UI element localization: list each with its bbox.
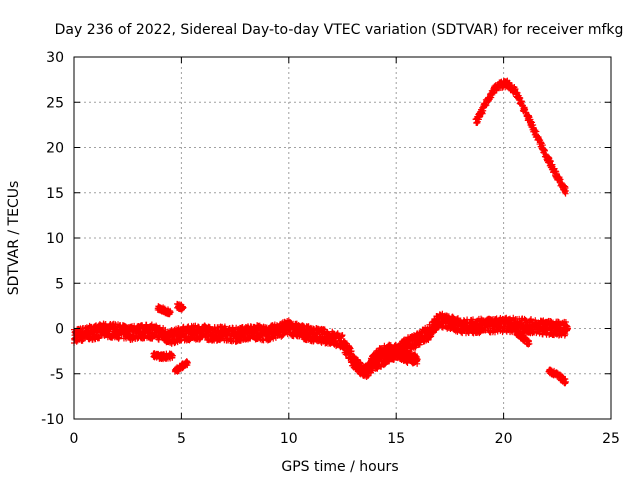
grid-lines — [74, 57, 611, 419]
x-axis-label: GPS time / hours — [281, 459, 398, 475]
x-tick-label: 25 — [602, 431, 620, 447]
data-point — [73, 338, 80, 345]
y-tick-label: 5 — [55, 276, 64, 292]
data-markers — [71, 77, 572, 387]
chart-title: Day 236 of 2022, Sidereal Day-to-day VTE… — [55, 22, 624, 38]
y-tick-label: 20 — [46, 141, 64, 157]
axis-ticks: 0 5 10 15 20 25 -10 -5 0 5 10 15 20 25 30 — [41, 50, 620, 447]
x-tick-label: 15 — [387, 431, 405, 447]
data-point — [96, 335, 103, 342]
y-tick-label: 15 — [46, 186, 64, 202]
x-tick-label: 5 — [177, 431, 186, 447]
y-tick-label: -10 — [41, 412, 64, 428]
series-early-segment-b — [174, 300, 187, 313]
series-main-band — [71, 310, 572, 381]
y-tick-label: 10 — [46, 231, 64, 247]
series-early-segment-c — [150, 350, 176, 363]
data-point — [171, 340, 178, 347]
y-tick-label: 30 — [46, 50, 64, 66]
y-tick-label: -5 — [50, 367, 64, 383]
series-late-arc — [472, 77, 569, 197]
x-tick-label: 10 — [280, 431, 298, 447]
series-early-segment-a — [154, 303, 174, 318]
y-tick-label: 25 — [46, 95, 64, 111]
series-late-low — [545, 366, 569, 387]
y-tick-label: 0 — [55, 322, 64, 338]
x-tick-label: 20 — [495, 431, 513, 447]
x-tick-label: 0 — [70, 431, 79, 447]
y-axis-label: SDTVAR / TECUs — [6, 181, 22, 296]
